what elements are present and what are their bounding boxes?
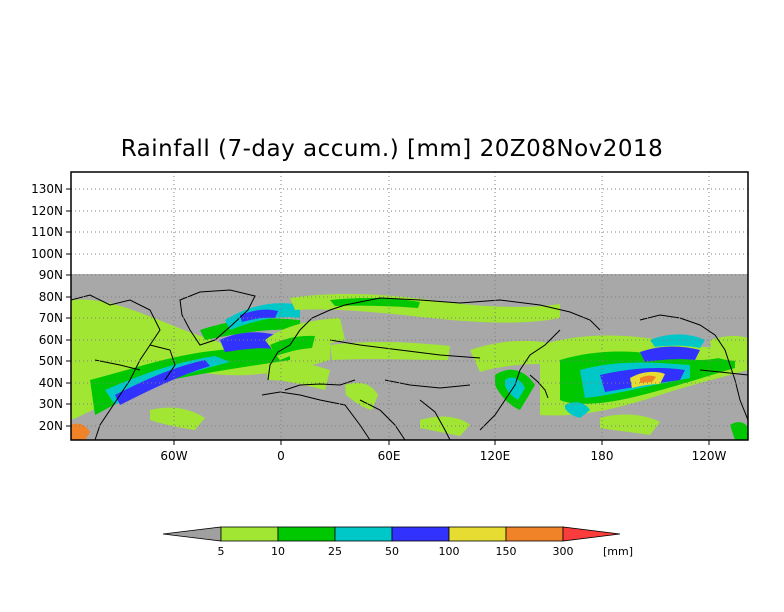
colorbar-max-arrow (562, 526, 621, 542)
lat-label-80n: 80N (39, 290, 63, 304)
colorbar-label-50: 50 (385, 545, 399, 558)
longitude-labels: 60W 0 60E 120E 180 120W (160, 449, 726, 463)
lon-label-60w: 60W (160, 449, 187, 463)
lon-label-0: 0 (277, 449, 285, 463)
lat-label-100n: 100N (31, 247, 63, 261)
colorbar-label-5: 5 (218, 545, 225, 558)
lat-label-60n: 60N (39, 333, 63, 347)
lat-label-50n: 50N (39, 354, 63, 368)
lon-label-120w: 120W (692, 449, 727, 463)
lat-label-70n: 70N (39, 311, 63, 325)
lat-label-20n: 20N (39, 419, 63, 433)
tick-marks (66, 188, 710, 445)
coastlines (71, 289, 748, 440)
lon-label-120e: 120E (480, 449, 511, 463)
colorbar-min-arrow (162, 526, 222, 542)
colorbar-box-1 (220, 526, 279, 542)
colorbar-box-5 (448, 526, 507, 542)
colorbar-label-25: 25 (328, 545, 342, 558)
colorbar-label-150: 150 (496, 545, 517, 558)
map-title: Rainfall (7-day accum.) [mm] 20Z08Nov201… (120, 136, 664, 162)
colorbar-label-300: 300 (553, 545, 574, 558)
lat-label-110n: 110N (31, 225, 63, 239)
colorbar-box-3 (334, 526, 393, 542)
colorbar-box-2 (277, 526, 336, 542)
rainfall-field (71, 294, 748, 440)
latitude-labels: 130N 120N 110N 100N 90N 80N 70N 60N 50N … (31, 182, 63, 433)
colorbar-box-4 (391, 526, 450, 542)
colorbar-label-100: 100 (439, 545, 460, 558)
lat-label-40n: 40N (39, 376, 63, 390)
lat-label-30n: 30N (39, 397, 63, 411)
lon-label-180: 180 (591, 449, 614, 463)
graticule (71, 172, 748, 440)
colorbar-label-10: 10 (271, 545, 285, 558)
lat-label-90n: 90N (39, 268, 63, 282)
plot-frame (70, 171, 749, 441)
colorbar-unit: [mm] (603, 545, 633, 558)
colorbar-box-6 (505, 526, 564, 542)
lon-label-60e: 60E (378, 449, 401, 463)
colorbar: 5 10 25 50 100 150 300 [mm] (162, 526, 633, 558)
lat-label-120n: 120N (31, 204, 63, 218)
lat-label-130n: 130N (31, 182, 63, 196)
